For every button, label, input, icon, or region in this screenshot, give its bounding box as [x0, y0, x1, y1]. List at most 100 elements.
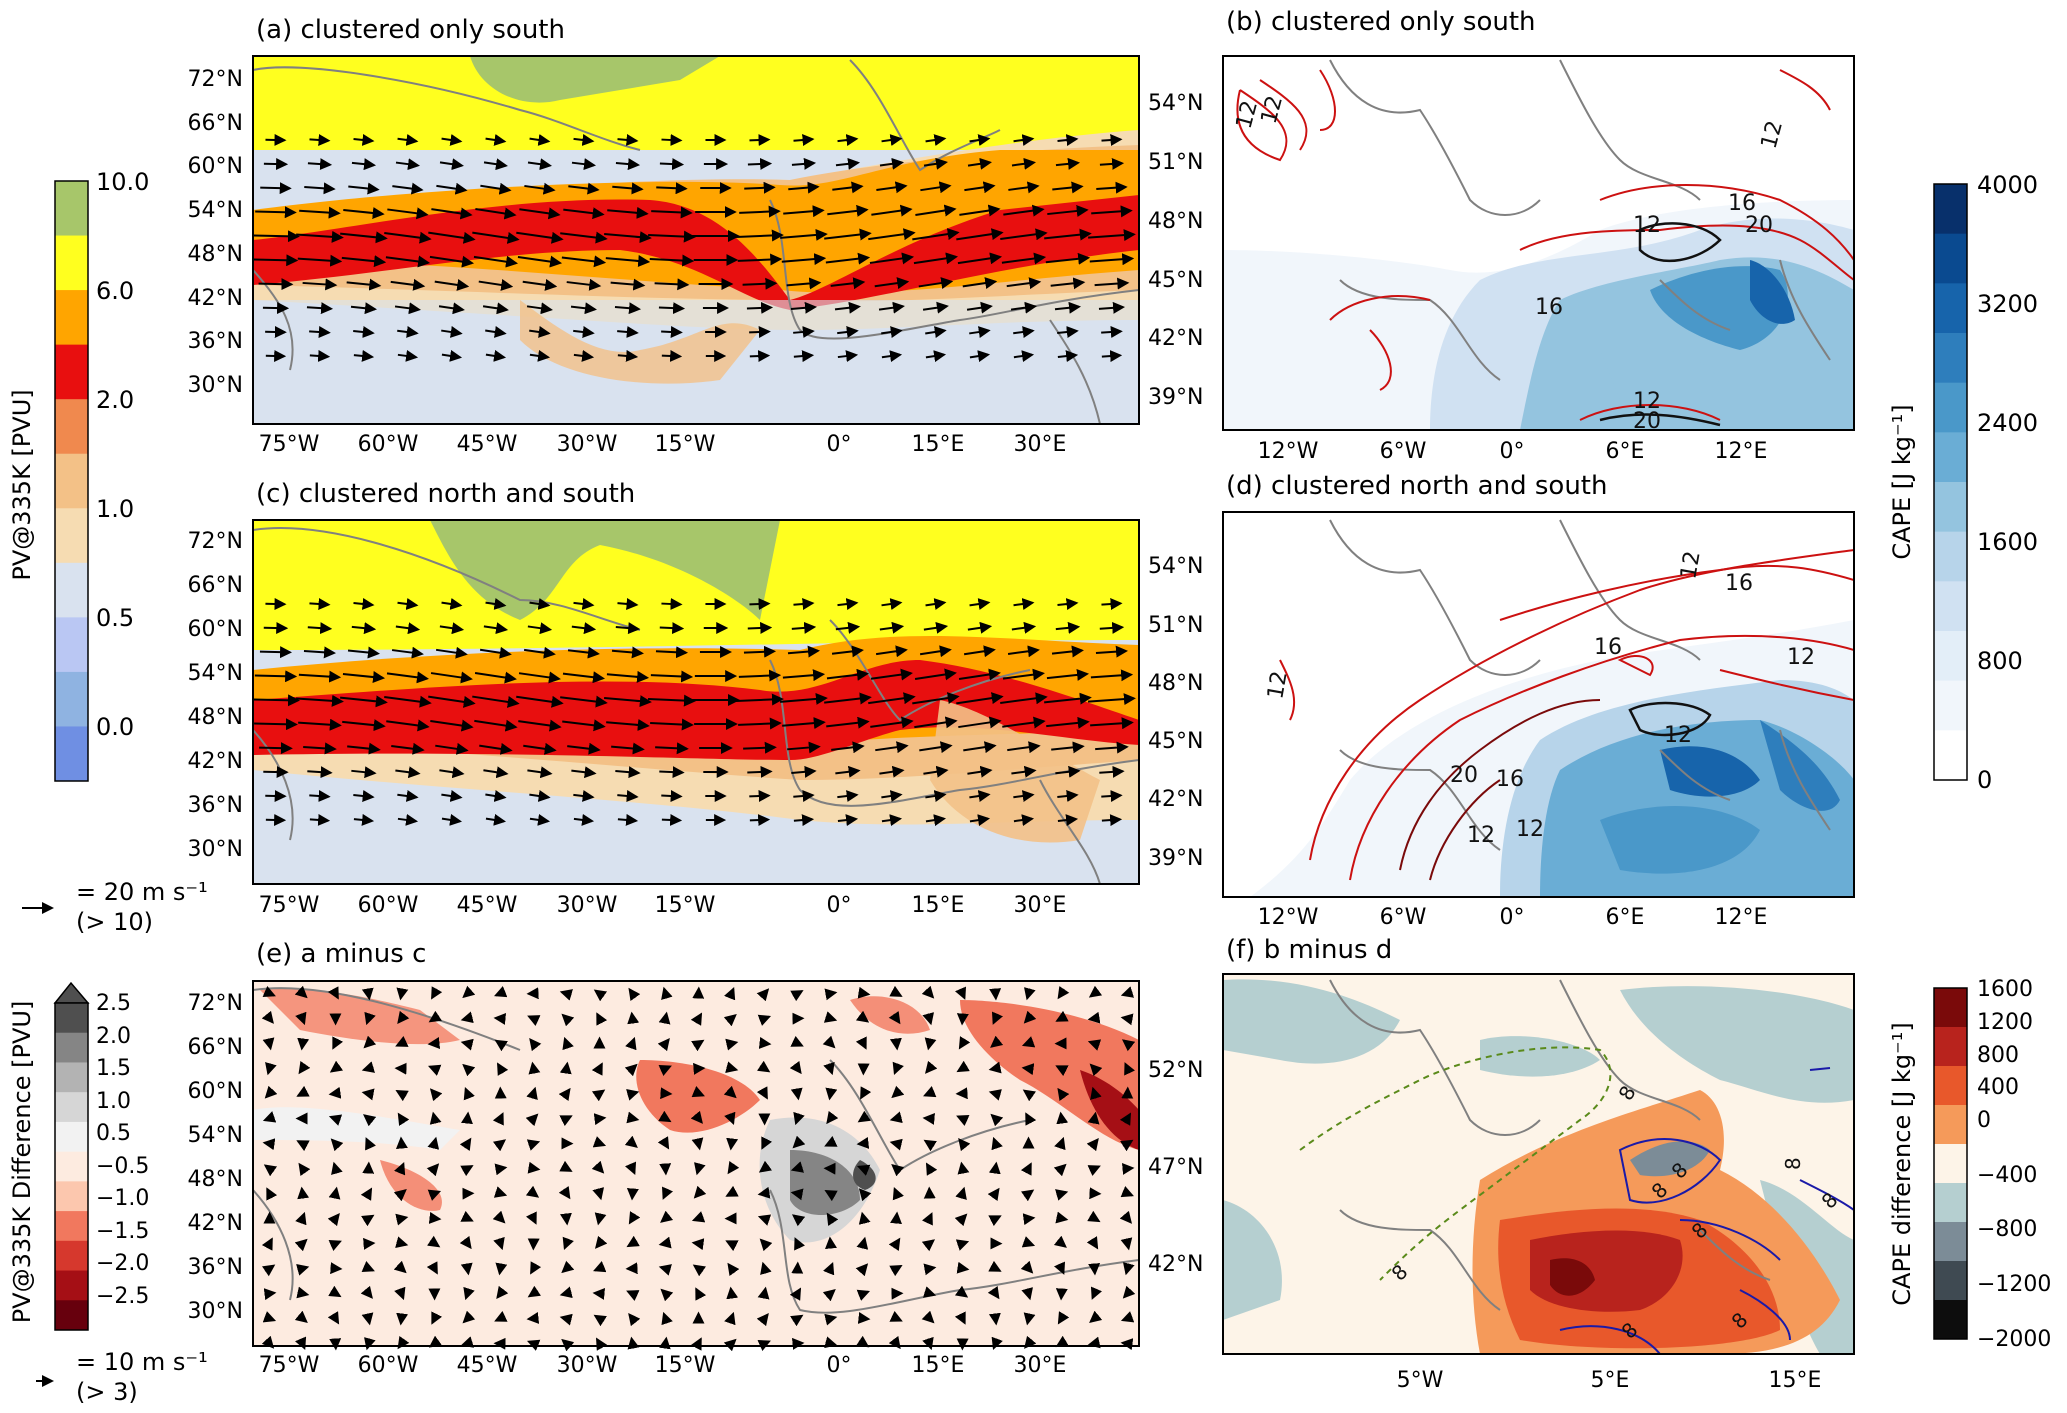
- wind-vector: [617, 813, 639, 826]
- wind-vector: [394, 1162, 406, 1176]
- wind-vector: [1120, 986, 1135, 998]
- wind-vector: [396, 987, 409, 1001]
- panel-e-lat-tick: 66°N: [188, 1035, 243, 1060]
- wind-vector: [479, 742, 513, 755]
- wind-vector: [790, 1087, 803, 1101]
- wind-vector: [495, 1262, 508, 1276]
- wind-vector: [570, 302, 597, 315]
- wind-vector: [826, 1110, 839, 1125]
- wind-vector: [658, 302, 686, 315]
- wind-vector: [252, 694, 300, 707]
- panel-b-contour-label: 12: [1633, 389, 1661, 414]
- panel-c-right-tick: 48°N: [1148, 671, 1203, 696]
- wind-vector: [835, 157, 861, 170]
- wind-vector: [351, 158, 377, 171]
- wind-vector: [792, 1337, 805, 1350]
- wind-vector: [362, 1161, 375, 1174]
- wind-vector: [561, 1013, 575, 1027]
- wind-vector: [397, 1112, 410, 1126]
- wind-vector: [990, 1035, 1004, 1048]
- colorbar-pvdiff-tick: −1.0: [96, 1186, 149, 1211]
- panel-d-lon-tick: 12°E: [1715, 905, 1768, 930]
- wind-vector: [749, 814, 771, 827]
- wind-vector: [626, 1188, 639, 1201]
- wind-vector: [361, 1214, 375, 1227]
- wind-vector: [956, 1060, 970, 1073]
- wind-vector: [615, 622, 641, 635]
- panel-d-contour-labels: 12 16 16 12 12 20 16 12 12 12: [1263, 549, 1815, 848]
- wind-vector: [1098, 301, 1126, 314]
- wind-legend-20: = 20 m s⁻¹ (> 10): [22, 878, 208, 936]
- wind-vector: [429, 1088, 443, 1102]
- wind-vector: [485, 133, 507, 146]
- wind-vector: [526, 1312, 540, 1324]
- wind-vector: [1002, 716, 1046, 729]
- wind-vector: [309, 789, 331, 802]
- wind-vector: [925, 598, 947, 610]
- wind-vector: [1122, 1285, 1136, 1299]
- wind-vector: [591, 1062, 603, 1076]
- wind-vector: [395, 1035, 409, 1047]
- wind-vector: [328, 1285, 342, 1298]
- wind-vector: [651, 206, 693, 219]
- panel-e-lon-tick: 30°W: [557, 1353, 618, 1378]
- wind-vector: [573, 133, 595, 146]
- wind-vector: [396, 1312, 409, 1326]
- wind-vector: [494, 1310, 508, 1322]
- colorbar-pv-swatch: [55, 562, 88, 618]
- wind-vector: [262, 302, 290, 315]
- wind-vector: [834, 301, 861, 314]
- wind-vector: [757, 1186, 771, 1199]
- wind-vector: [460, 1011, 474, 1024]
- wind-vector: [791, 157, 817, 170]
- wind-vector: [661, 789, 683, 802]
- wind-vector: [439, 766, 465, 779]
- wind-vector: [568, 182, 600, 195]
- wind-vector: [1101, 790, 1123, 803]
- wind-vector: [592, 1187, 605, 1201]
- wind-vector: [431, 986, 443, 1000]
- wind-vector: [659, 158, 685, 171]
- wind-vector: [303, 646, 337, 659]
- panel-e-right-tick: 42°N: [1148, 1252, 1203, 1277]
- wind-vector: [856, 1164, 871, 1176]
- wind-vector: [956, 1115, 970, 1127]
- wind-vector: [397, 133, 419, 146]
- wind-vector: [659, 766, 685, 779]
- wind-vector: [309, 597, 331, 610]
- panel-f-title: (f) b minus d: [1226, 935, 1392, 965]
- wind-vector: [758, 1036, 772, 1049]
- panel-a-lon-tick: 75°W: [259, 432, 320, 457]
- panel-b-lon-tick: 6°E: [1606, 439, 1645, 464]
- wind-vector: [726, 1286, 739, 1300]
- wind-vector: [330, 1262, 343, 1275]
- wind-vector: [725, 1038, 739, 1051]
- wind-vector: [332, 1036, 344, 1050]
- wind-vector: [361, 1312, 374, 1326]
- colorbar-pv-tick: 10.0: [96, 168, 149, 196]
- wind-vector: [891, 1085, 905, 1099]
- wind-vector: [611, 742, 645, 755]
- wind-vector: [435, 646, 468, 659]
- colorbar-cape-tick: 1600: [1977, 528, 2038, 556]
- wind-vector: [463, 1286, 475, 1301]
- wind-vector: [1001, 252, 1047, 265]
- wind-vector: [925, 814, 947, 827]
- wind-vector: [460, 1165, 474, 1177]
- wind-vector: [474, 719, 518, 732]
- wind-vector: [307, 158, 333, 171]
- wind-vector: [857, 1110, 871, 1123]
- wind-vector: [963, 741, 997, 754]
- wind-vector: [661, 1311, 673, 1326]
- colorbar-capediff-swatch: [1934, 1144, 1967, 1184]
- wind-vector: [393, 1260, 407, 1274]
- wind-vector: [617, 789, 639, 802]
- panel-e-lat-tick: 54°N: [188, 1123, 243, 1148]
- wind-vector: [560, 231, 608, 244]
- wind-vector: [303, 742, 337, 755]
- wind-vector: [955, 1239, 970, 1251]
- wind-vector: [610, 278, 646, 291]
- wind-vector: [856, 1236, 869, 1250]
- wind-vector: [463, 1086, 475, 1101]
- wind-vector: [483, 158, 508, 171]
